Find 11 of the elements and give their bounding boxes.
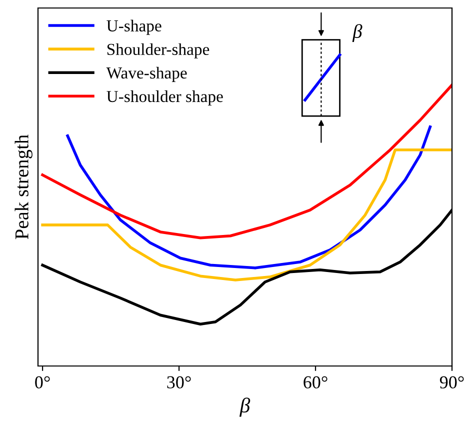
text: β xyxy=(352,24,362,42)
y-axis-title: Peak strength xyxy=(14,134,32,240)
x-tick-label: 90° xyxy=(440,376,464,388)
legend-label: U-shoulder shape xyxy=(106,90,223,106)
legend-label: Shoulder-shape xyxy=(107,43,210,58)
x-tick-label: 0° xyxy=(35,376,50,388)
legend-label: U-shape xyxy=(106,20,162,35)
x-tick-label: 30° xyxy=(167,376,191,388)
x-axis-title: β xyxy=(239,398,250,417)
x-tick-label: 60° xyxy=(304,376,328,388)
legend-label: Wave-shape xyxy=(106,66,187,82)
